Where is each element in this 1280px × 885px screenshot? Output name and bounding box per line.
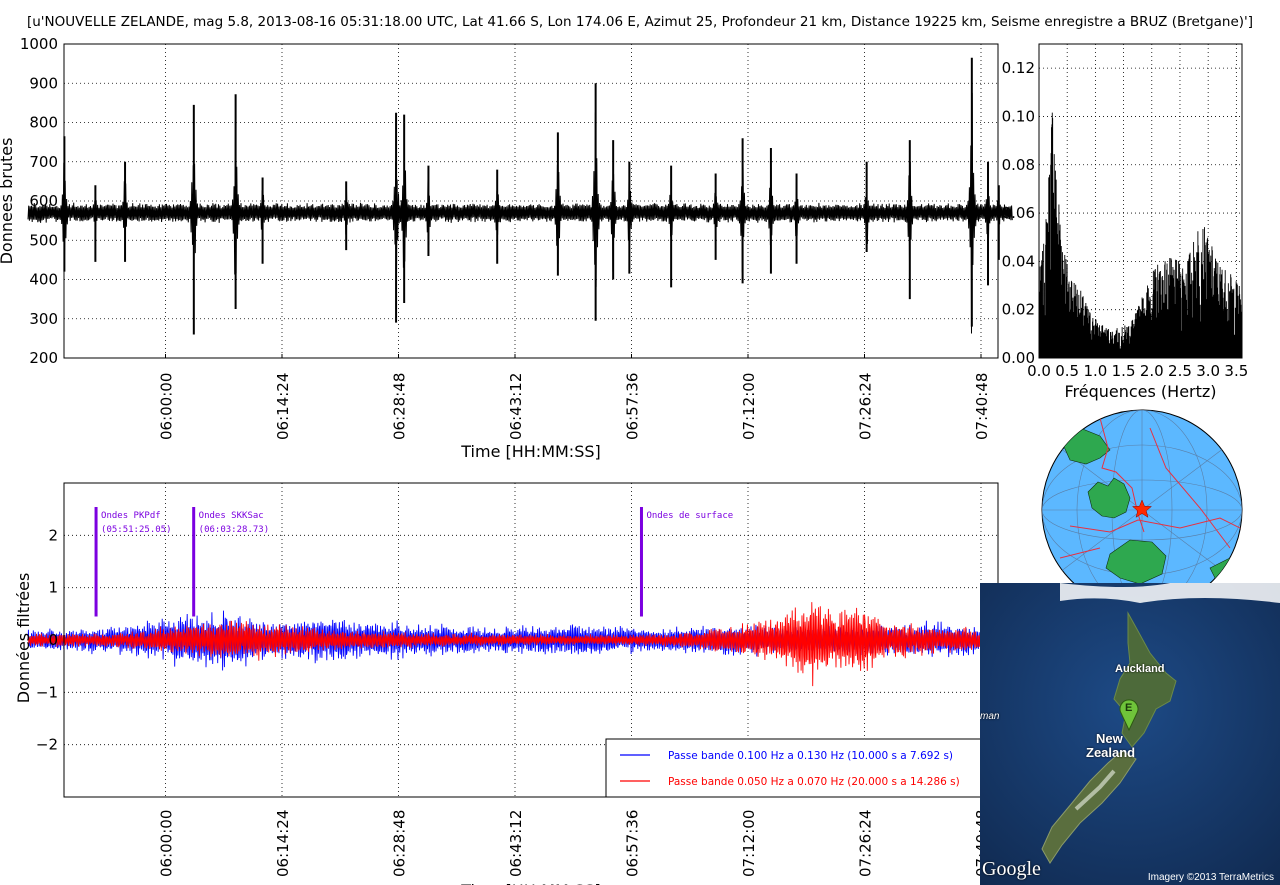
spectrum-ytick-label: 0.10 (1002, 107, 1035, 125)
map-label-zealand: Zealand (1086, 745, 1136, 760)
spectrum-ytick-label: 0.12 (1002, 59, 1035, 77)
legend-label: Passe bande 0.050 Hz a 0.070 Hz (20.000 … (668, 776, 960, 788)
filtered-ytick-label: 2 (48, 526, 58, 544)
spectrum-xlabel: Fréquences (Hertz) (1064, 382, 1216, 401)
raw-ytick-label: 300 (29, 310, 58, 328)
raw-ytick-label: 800 (29, 114, 58, 132)
raw-ytick-label: 200 (29, 349, 58, 367)
raw-trace (27, 92, 1013, 334)
filtered-ytick-label: −1 (36, 683, 58, 701)
figure-title: [u'NOUVELLE ZELANDE, mag 5.8, 2013-08-16… (26, 14, 1254, 30)
filtered-xtick-label: 07:12:00 (740, 810, 758, 877)
antarctica-land (1105, 539, 1167, 585)
spectrum-ytick-label: 0.06 (1002, 204, 1035, 222)
raw-ytick-label: 700 (29, 153, 58, 171)
raw-xtick-label: 07:12:00 (740, 373, 758, 440)
raw-ytick-label: 900 (29, 74, 58, 92)
filtered-ytick-label: 1 (48, 579, 58, 597)
filtered-trace-1 (27, 602, 1013, 687)
map-label-new: New (1096, 731, 1123, 746)
annotation-label: Ondes PKPdf (101, 511, 161, 521)
filtered-xtick-label: 06:57:36 (624, 810, 642, 877)
raw-xtick-label: 06:00:00 (158, 373, 176, 440)
annotation-time: (05:51:25.05) (101, 525, 171, 535)
raw-ytick-label: 500 (29, 231, 58, 249)
raw-xtick-label: 06:14:24 (274, 373, 292, 440)
filtered-plot (27, 482, 1013, 798)
spectrum-plot (1038, 43, 1243, 359)
filtered-ylabel: Données filtrées (14, 573, 33, 704)
annotation-label: Ondes de surface (646, 511, 733, 521)
filtered-xtick-label: 06:00:00 (158, 810, 176, 877)
south-island-land (1041, 750, 1137, 864)
spectrum-xtick-label: 0.0 (1027, 362, 1051, 380)
raw-ytick-label: 1000 (20, 35, 58, 53)
annotation-time: (06:03:28.73) (199, 525, 269, 535)
raw-xtick-label: 07:40:48 (973, 373, 991, 440)
spectrum-trace (1038, 112, 1243, 358)
spectrum-xtick-label: 2.0 (1140, 362, 1164, 380)
filtered-xtick-label: 06:14:24 (274, 810, 292, 877)
spectrum-ytick-label: 0.02 (1002, 301, 1035, 319)
filtered-ytick-label: 0 (48, 631, 58, 649)
map-marker-icon[interactable] (1118, 699, 1140, 731)
raw-xtick-label: 06:57:36 (624, 373, 642, 440)
spectrum-ytick-label: 0.04 (1002, 252, 1035, 270)
plate-boundaries (1059, 417, 1242, 599)
spectrum-xtick-label: 1.0 (1083, 362, 1107, 380)
filtered-xtick-label: 07:26:24 (857, 810, 875, 877)
spectrum-ytick-label: 0.00 (1002, 349, 1035, 367)
filtered-xlabel: Time [HH:MM:SS] (460, 881, 601, 885)
raw-xlabel: Time [HH:MM:SS] (460, 442, 601, 461)
map-label-auckland: Auckland (1115, 663, 1165, 675)
map-terrain (980, 583, 1280, 885)
raw-xtick-label: 06:28:48 (391, 373, 409, 440)
filtered-xtick-label: 06:43:12 (507, 810, 525, 877)
raw-xtick-label: 07:26:24 (857, 373, 875, 440)
google-logo: Google (982, 858, 1041, 880)
spectrum-ytick-label: 0.08 (1002, 156, 1035, 174)
annotation-label: Ondes SKKSac (199, 511, 264, 521)
spectrum-xtick-label: 3.0 (1196, 362, 1220, 380)
spectrum-xtick-label: 1.5 (1112, 362, 1136, 380)
legend-label: Passe bande 0.100 Hz a 0.130 Hz (10.000 … (668, 750, 953, 762)
globe-map (1041, 409, 1243, 611)
australia-land (1087, 477, 1131, 519)
raw-ytick-label: 600 (29, 192, 58, 210)
raw-xtick-label: 06:43:12 (507, 373, 525, 440)
raw-plot (27, 43, 1013, 359)
satellite-map[interactable]: Auckland New Zealand man E Google Imager… (980, 583, 1280, 885)
legend-box (605, 738, 999, 798)
map-marker-label: E (1125, 702, 1133, 714)
epicenter-star-icon (1131, 499, 1153, 518)
raw-ytick-label: 400 (29, 271, 58, 289)
filtered-ytick-label: −2 (36, 736, 58, 754)
spectrum-xtick-label: 3.5 (1224, 362, 1248, 380)
spectrum-plot-frame (1038, 43, 1243, 359)
raw-ylabel: Donnees brutes (0, 138, 16, 265)
map-label-partial: man (980, 711, 1000, 722)
spectrum-xtick-label: 0.5 (1055, 362, 1079, 380)
filtered-xtick-label: 06:28:48 (391, 810, 409, 877)
map-copyright: Imagery ©2013 TerraMetrics (1147, 872, 1274, 883)
raw-plot-frame (63, 43, 999, 359)
spectrum-xtick-label: 2.5 (1168, 362, 1192, 380)
